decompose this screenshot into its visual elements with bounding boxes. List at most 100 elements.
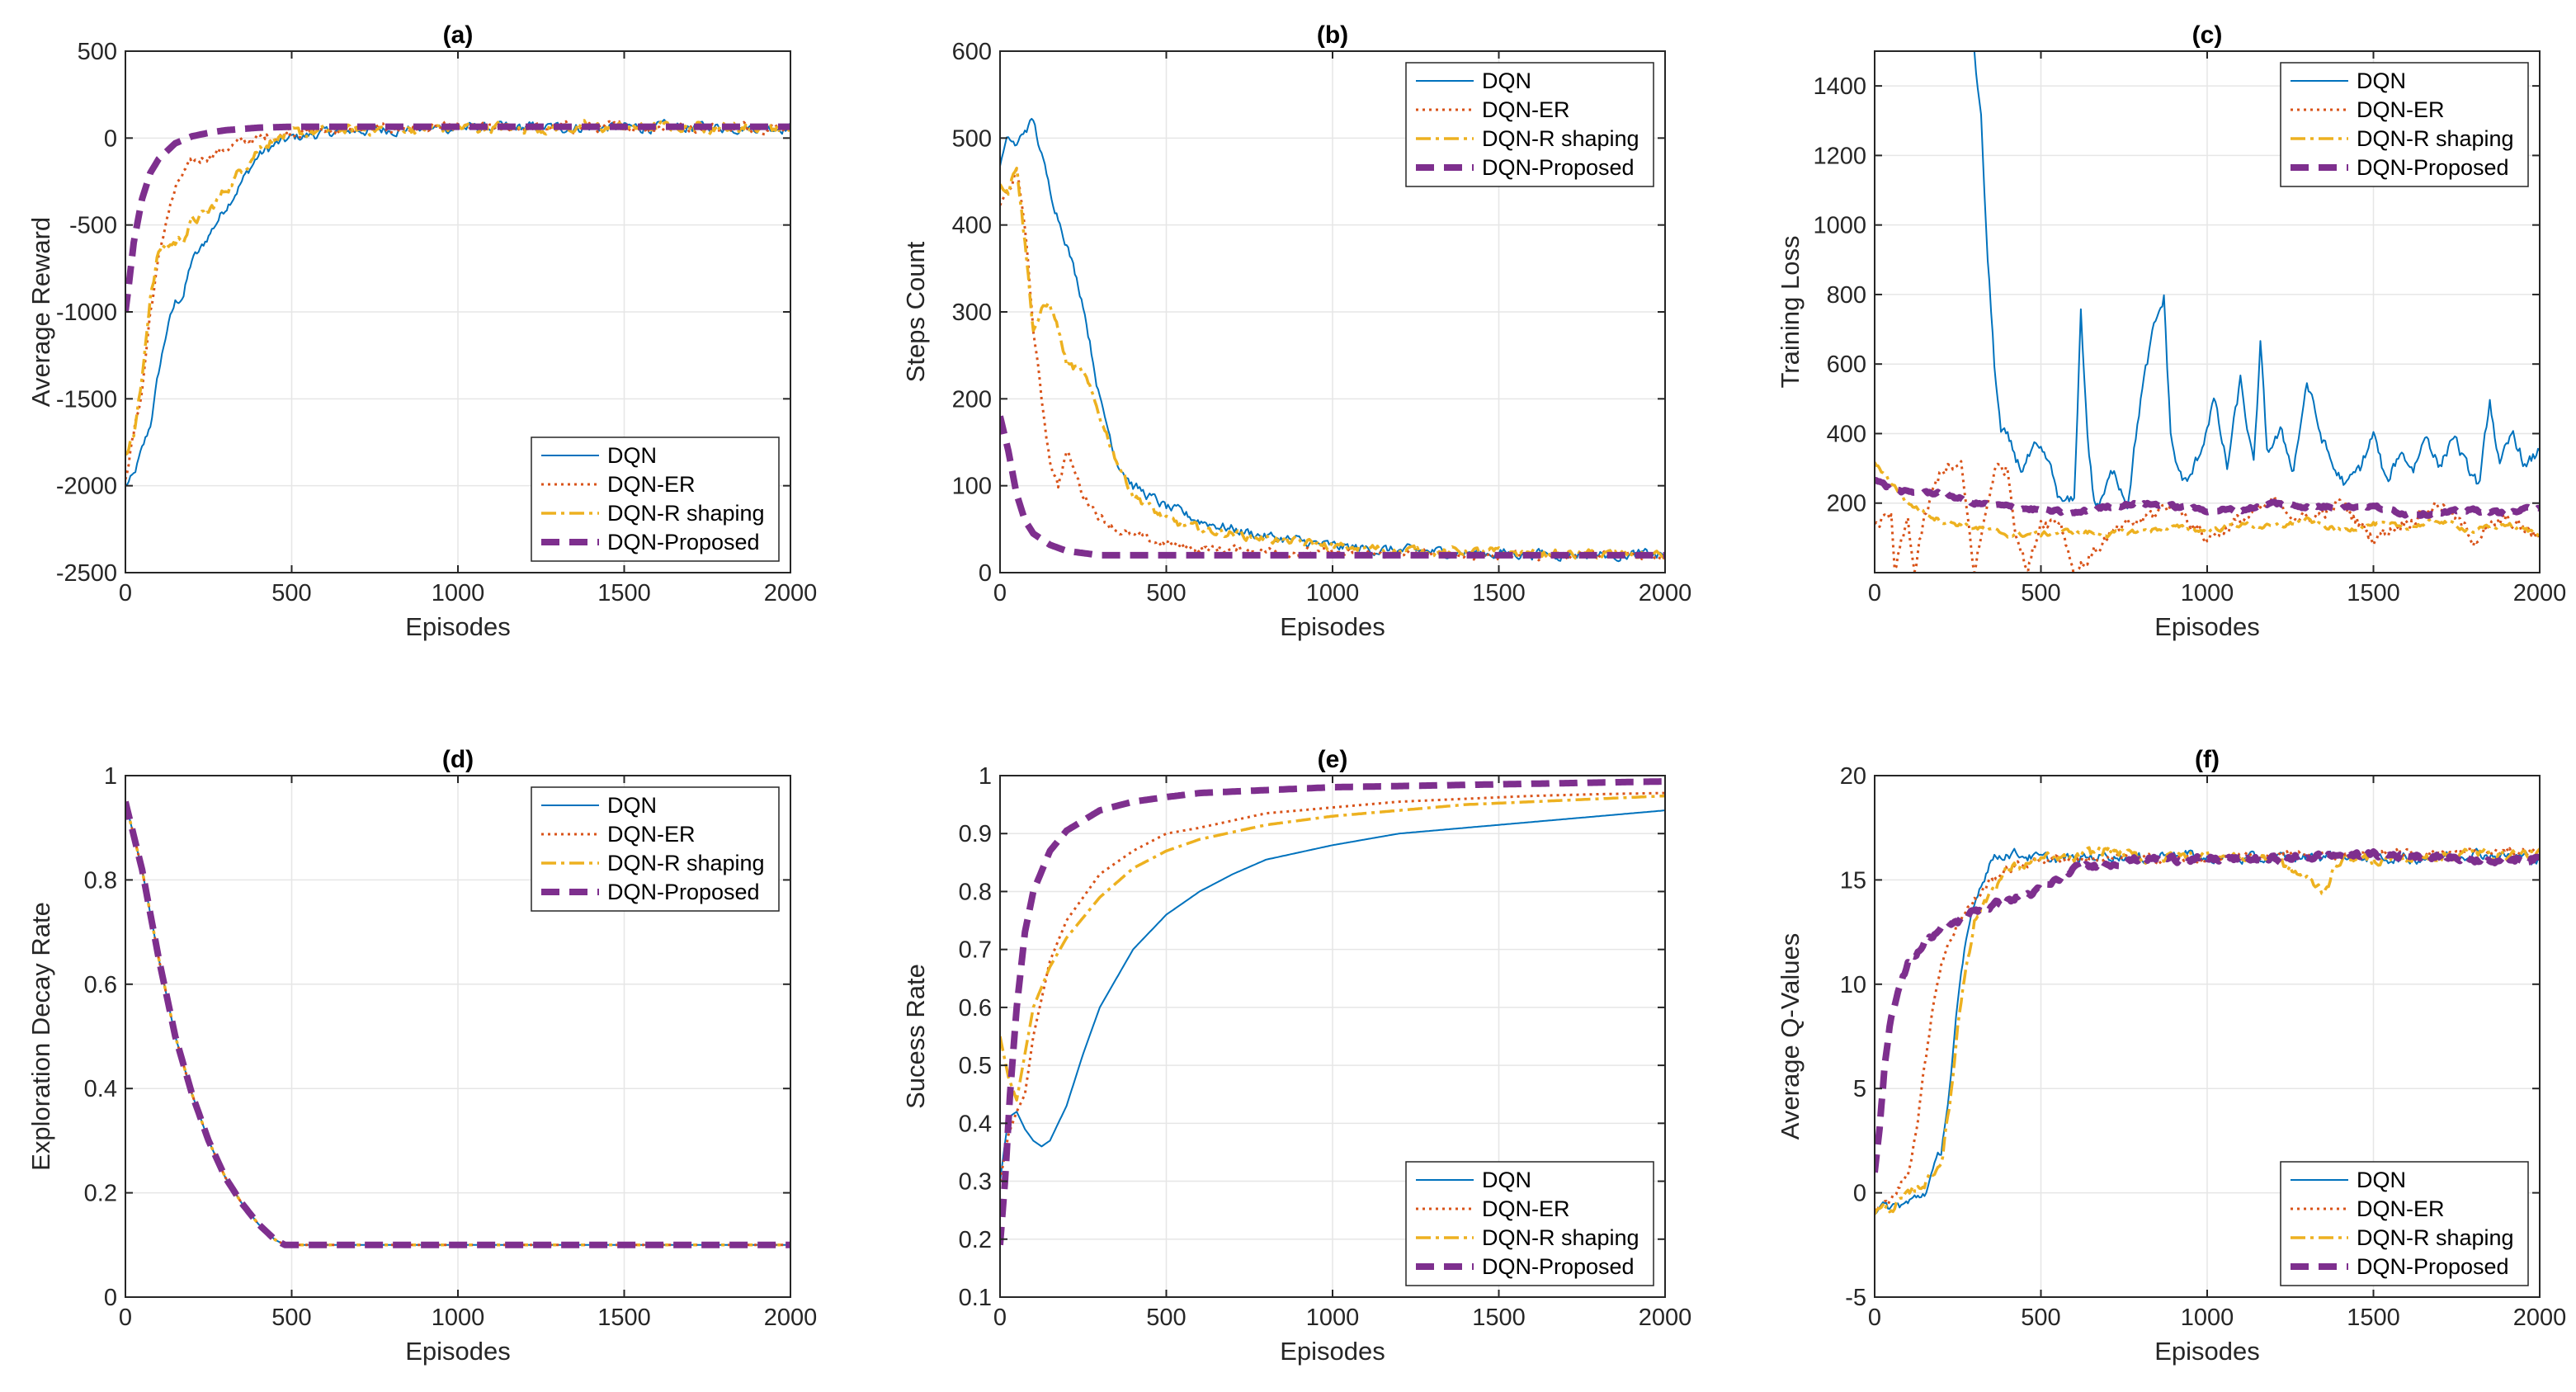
y-tick-label: -5 bbox=[1845, 1285, 1866, 1311]
y-tick-label: 0.9 bbox=[959, 821, 992, 847]
x-tick-label: 0 bbox=[993, 580, 1007, 606]
series-line-dqn bbox=[1000, 809, 1665, 1182]
series-line-dqn-er bbox=[1875, 846, 2540, 1211]
x-tick-label: 0 bbox=[119, 580, 132, 606]
y-tick-label: 0 bbox=[104, 125, 117, 152]
legend-label-dqn-proposed: DQN-Proposed bbox=[607, 880, 760, 904]
x-axis-label: Episodes bbox=[405, 612, 511, 641]
legend: DQN DQN-ER DQN-R shaping DQN-Proposed bbox=[2280, 62, 2529, 187]
legend-label-dqn: DQN bbox=[607, 793, 657, 818]
x-tick-label: 1500 bbox=[597, 1305, 651, 1331]
y-tick-label: 0.8 bbox=[84, 867, 117, 894]
y-tick-label: 500 bbox=[78, 39, 117, 65]
series-line-dqn-proposed bbox=[1875, 476, 2540, 519]
x-tick-label: 1500 bbox=[2347, 1305, 2400, 1331]
x-tick-label: 2000 bbox=[2513, 1305, 2567, 1331]
y-tick-label: 10 bbox=[1840, 972, 1866, 998]
legend-label-dqn: DQN bbox=[1482, 68, 1531, 93]
x-tick-label: 1000 bbox=[432, 580, 485, 606]
x-tick-label: 1000 bbox=[432, 1305, 485, 1331]
x-tick-label: 2000 bbox=[2513, 580, 2567, 606]
y-tick-label: 0.4 bbox=[84, 1076, 117, 1102]
legend-label-dqn-r-shaping: DQN-R shaping bbox=[2357, 126, 2514, 151]
x-tick-label: 1000 bbox=[2181, 580, 2234, 606]
panel-b: 0 500 1000 1500 2000 0 100 200 300 400 500 600 (b) Ep… bbox=[901, 21, 1691, 641]
x-axis-label: Episodes bbox=[2154, 1337, 2260, 1366]
legend-label-dqn: DQN bbox=[2357, 68, 2406, 93]
y-tick-label: 1400 bbox=[1813, 73, 1866, 100]
legend-label-dqn-proposed: DQN-Proposed bbox=[1482, 1254, 1635, 1279]
legend: DQN DQN-ER DQN-R shaping DQN-Proposed bbox=[1405, 62, 1654, 187]
series-group bbox=[1875, 51, 2540, 573]
y-tick-label: 0.5 bbox=[959, 1053, 992, 1079]
y-axis-label: Steps Count bbox=[901, 241, 930, 382]
y-tick-label: 200 bbox=[952, 386, 992, 413]
y-tick-label: 0.7 bbox=[959, 937, 992, 964]
x-tick-label: 1000 bbox=[2181, 1305, 2234, 1331]
series-group bbox=[1000, 117, 1665, 563]
y-tick-label: 300 bbox=[952, 300, 992, 326]
y-tick-label: 100 bbox=[952, 474, 992, 500]
legend-label-dqn: DQN bbox=[2357, 1168, 2406, 1192]
x-tick-label: 2000 bbox=[764, 1305, 818, 1331]
y-tick-label: 20 bbox=[1840, 763, 1866, 790]
x-axis-label: Episodes bbox=[405, 1337, 511, 1366]
x-tick-label: 1000 bbox=[1306, 1305, 1360, 1331]
x-tick-label: 2000 bbox=[764, 580, 818, 606]
x-tick-label: 1500 bbox=[597, 580, 651, 606]
y-tick-label: 500 bbox=[952, 125, 992, 152]
y-tick-label: 0 bbox=[979, 560, 992, 587]
y-tick-label: 800 bbox=[1827, 282, 1866, 309]
series-line-dqn-proposed bbox=[125, 123, 790, 313]
series-group bbox=[1000, 778, 1665, 1246]
chart-title: (d) bbox=[442, 746, 474, 773]
x-tick-label: 500 bbox=[2021, 1305, 2060, 1331]
legend-label-dqn-er: DQN-ER bbox=[1482, 97, 1570, 122]
x-axis-label: Episodes bbox=[2154, 612, 2260, 641]
y-tick-label: -1000 bbox=[56, 300, 117, 326]
series-line-dqn-proposed bbox=[1000, 415, 1665, 559]
legend: DQN DQN-ER DQN-R shaping DQN-Proposed bbox=[531, 436, 780, 562]
y-axis-label: Exploration Decay Rate bbox=[26, 902, 55, 1171]
y-tick-label: 0 bbox=[1853, 1181, 1866, 1207]
y-tick-label: 600 bbox=[952, 39, 992, 65]
y-tick-label: 0.3 bbox=[959, 1169, 992, 1196]
x-axis-label: Episodes bbox=[1280, 612, 1385, 641]
legend-label-dqn-r-shaping: DQN-R shaping bbox=[1482, 126, 1639, 151]
legend-label-dqn-r-shaping: DQN-R shaping bbox=[1482, 1225, 1639, 1250]
x-tick-label: 0 bbox=[1868, 1305, 1881, 1331]
x-tick-label: 2000 bbox=[1639, 580, 1692, 606]
y-tick-label: 200 bbox=[1827, 491, 1866, 517]
x-tick-label: 500 bbox=[1146, 580, 1186, 606]
x-tick-label: 1500 bbox=[1472, 1305, 1526, 1331]
y-tick-label: -1500 bbox=[56, 386, 117, 413]
chart-title: (e) bbox=[1318, 746, 1348, 773]
legend-label-dqn-er: DQN-ER bbox=[2357, 97, 2445, 122]
x-tick-label: 1500 bbox=[2347, 580, 2400, 606]
series-line-dqn-r-shaping bbox=[1000, 794, 1665, 1102]
panel-a: 0 500 1000 1500 2000 -2500 -2000 -1500 -1000 -500… bbox=[26, 21, 817, 641]
y-tick-label: -2000 bbox=[56, 474, 117, 500]
legend-label-dqn-proposed: DQN-Proposed bbox=[2357, 1254, 2509, 1279]
legend-label-dqn-er: DQN-ER bbox=[2357, 1196, 2445, 1221]
legend-label-dqn-r-shaping: DQN-R shaping bbox=[2357, 1225, 2514, 1250]
series-line-dqn-er bbox=[1875, 460, 2540, 573]
y-tick-label: 0.8 bbox=[959, 879, 992, 905]
y-tick-label: 0.6 bbox=[84, 972, 117, 998]
chart-title: (c) bbox=[2192, 21, 2223, 49]
x-tick-label: 0 bbox=[993, 1305, 1007, 1331]
y-axis-label: Average Reward bbox=[26, 217, 55, 407]
y-tick-label: -2500 bbox=[56, 560, 117, 587]
legend-label-dqn-proposed: DQN-Proposed bbox=[2357, 155, 2509, 180]
x-tick-label: 0 bbox=[1868, 580, 1881, 606]
y-tick-label: -500 bbox=[69, 213, 117, 239]
legend-label-dqn: DQN bbox=[607, 443, 657, 468]
x-tick-label: 1500 bbox=[1472, 580, 1526, 606]
y-axis-label: Sucess Rate bbox=[901, 964, 930, 1109]
series-line-dqn-r-shaping bbox=[1875, 461, 2540, 539]
legend-label-dqn: DQN bbox=[1482, 1168, 1531, 1192]
legend: DQN DQN-ER DQN-R shaping DQN-Proposed bbox=[2280, 1161, 2529, 1286]
x-tick-label: 500 bbox=[2021, 580, 2060, 606]
legend: DQN DQN-ER DQN-R shaping DQN-Proposed bbox=[1405, 1161, 1654, 1286]
